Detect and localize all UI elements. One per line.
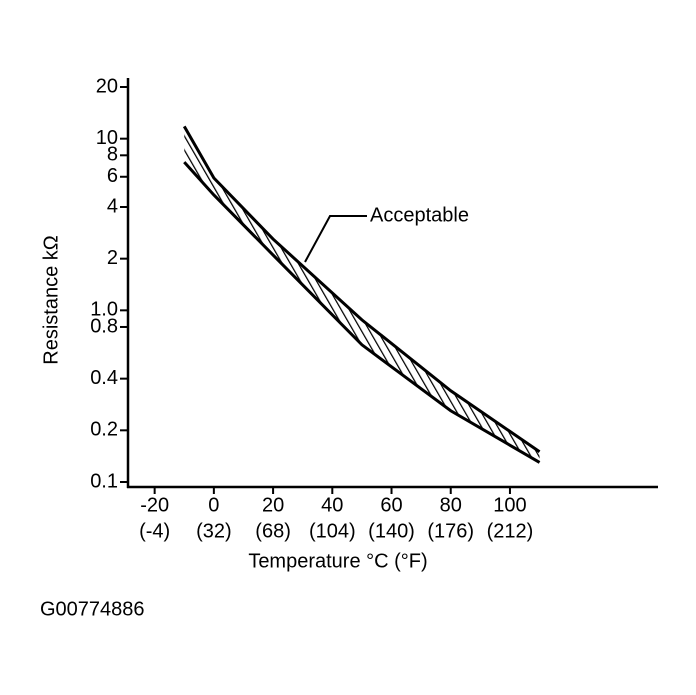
- x-tick-sublabel: (212): [487, 520, 534, 542]
- y-tick-label: 8: [107, 144, 118, 166]
- y-tick-label: 0.2: [90, 419, 118, 441]
- y-axis-title: Resistance kΩ: [40, 235, 62, 364]
- figure-id: G00774886: [40, 598, 145, 620]
- x-tick-label: 80: [440, 494, 462, 516]
- y-tick-label: 4: [107, 195, 118, 217]
- x-tick-label: 40: [321, 494, 343, 516]
- x-tick-sublabel: (68): [255, 520, 291, 542]
- x-tick-sublabel: (-4): [139, 520, 170, 542]
- x-tick-label: -20: [140, 494, 169, 516]
- limit-line: [183, 161, 541, 464]
- y-tick-label: 10: [96, 127, 118, 149]
- x-tick-sublabel: (32): [196, 520, 232, 542]
- y-tick-label: 20: [96, 75, 118, 97]
- x-tick-sublabel: (140): [368, 520, 415, 542]
- y-tick-label: 2: [107, 247, 118, 269]
- annotation: Acceptable: [370, 204, 469, 226]
- x-axis-title: Temperature °C (°F): [248, 550, 427, 572]
- y-tick-label: 6: [107, 165, 118, 187]
- band-hatch: [184, 126, 540, 463]
- x-tick-sublabel: (176): [427, 520, 474, 542]
- y-tick-label: 0.8: [90, 315, 118, 337]
- x-tick-sublabel: (104): [309, 520, 356, 542]
- y-tick-label: 0.4: [90, 367, 118, 389]
- annotation-leader: [304, 215, 367, 263]
- x-tick-label: 60: [380, 494, 402, 516]
- y-tick-label: 1.0: [90, 299, 118, 321]
- y-tick-label: 0.1: [90, 470, 118, 492]
- x-tick-label: 0: [208, 494, 219, 516]
- x-tick-label: 20: [262, 494, 284, 516]
- x-tick-label: 100: [493, 494, 526, 516]
- limit-line: [182, 125, 541, 454]
